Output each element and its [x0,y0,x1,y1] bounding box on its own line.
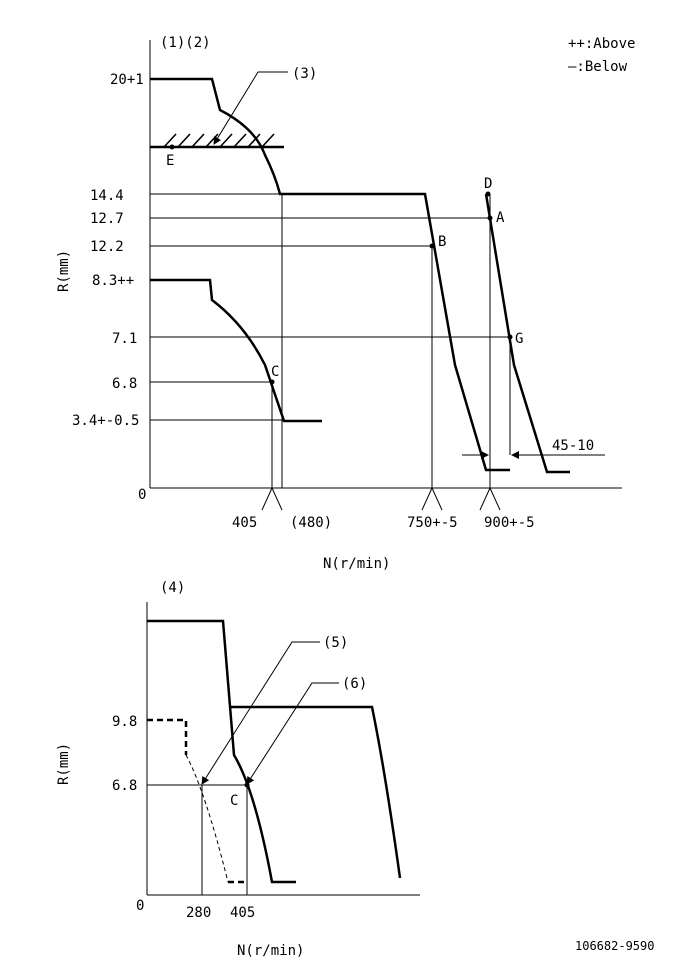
y-tick-6-8: 6.8 [112,376,137,392]
legend-above: ++:Above [568,36,635,52]
point-e-marker [169,144,175,150]
diagram-2: (4) R(mm) N(r/min) 0 9.8 6.8 280 405 (5)… [56,580,420,959]
dashed-curve-thin [185,754,229,883]
y-tick-8-3: 8.3++ [92,273,134,289]
x-tick-405: 405 [232,515,257,531]
y-tick-3-4: 3.4+-0.5 [72,413,139,429]
tick-chevron-900 [479,486,501,511]
lower-curve [150,278,322,423]
diagram-1: (1)(2) ++:Above —:Below R(mm) N(r/min) 0… [56,35,635,572]
callout-6-leader [246,682,339,785]
lower-diagram-right-curve [231,705,402,879]
x-tick-900: 900+-5 [484,515,535,531]
x-tick-280: 280 [186,905,211,921]
tick-chevron-750 [421,486,443,511]
drawing-number: 106682-9590 [575,939,654,953]
point-c2-label: C [230,793,238,809]
origin-label-2: 0 [136,898,144,914]
point-b-marker [429,243,435,249]
y-tick-6-8-b: 6.8 [112,778,137,794]
x-tick-480: (480) [290,515,332,531]
tolerance-label: 45-10 [552,438,594,454]
tick-chevron-405 [261,486,283,511]
point-g-label: G [515,331,523,347]
diagram-2-header: (4) [160,580,185,596]
point-d-marker [485,191,491,197]
y-tick-20: 20+1 [110,72,144,88]
origin-label-1: 0 [138,487,146,503]
y-axis-label-2: R(mm) [56,743,72,785]
x-tick-750: 750+-5 [407,515,458,531]
point-b-label: B [438,234,446,250]
point-a-label: A [496,210,505,226]
point-d-label: D [484,176,492,192]
legend-below: —:Below [568,59,628,75]
point-c2-marker [244,782,250,788]
x-axis-label-1: N(r/min) [323,556,390,572]
y-tick-7-1: 7.1 [112,331,137,347]
x-axis-label-2: N(r/min) [237,943,304,959]
x-tick-405-b: 405 [230,905,255,921]
y-axis-label-1: R(mm) [56,250,72,292]
point-a-marker [487,215,493,221]
callout-6-label: (6) [342,676,367,692]
callout-3-leader [213,71,288,145]
point-g-marker [507,334,513,340]
y-tick-12-2: 12.2 [90,239,124,255]
y-tick-12-7: 12.7 [90,211,124,227]
upper-curve [150,77,510,472]
y-tick-9-8: 9.8 [112,714,137,730]
callout-5-label: (5) [323,635,348,651]
y-tick-14-4: 14.4 [90,188,124,204]
point-c-marker [269,379,275,385]
point-e-label: E [166,153,174,169]
callout-3-label: (3) [292,66,317,82]
diagram-1-header: (1)(2) [160,35,211,51]
point-c-label: C [271,364,279,380]
stopper-hatch [163,133,275,148]
dashed-curve-bold [147,718,188,755]
lower-diagram-curve [147,619,296,884]
callout-5-leader [201,641,320,785]
right-curve [484,193,570,474]
